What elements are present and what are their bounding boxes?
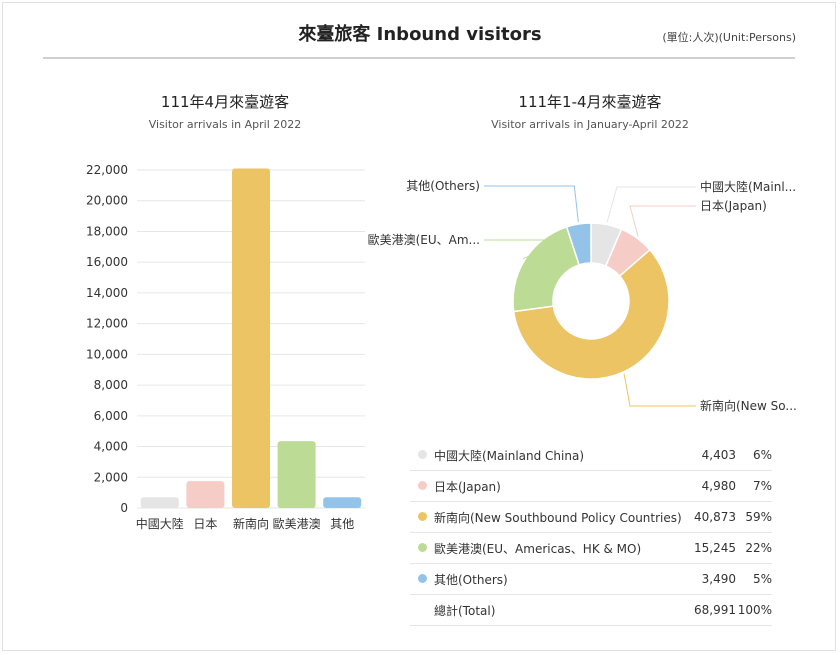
bar-chart-title: 111年4月來臺遊客 (160, 93, 290, 111)
legend-label: 新南向(New Southbound Policy Countries) (434, 501, 693, 533)
legend-dot-others (417, 574, 427, 583)
y-tick-label: 22,000 (86, 163, 128, 177)
legend-value: 3,490 (692, 563, 736, 595)
page-title: 來臺旅客 Inbound visitors (298, 24, 542, 45)
legend-row-eu[interactable]: 歐美港澳(EU、Americas、HK & MO) 15,245 22% (410, 532, 772, 564)
unit-note: (單位:人次)(Unit:Persons) (662, 31, 796, 44)
legend-value: 4,980 (692, 470, 736, 502)
bar[interactable] (323, 497, 362, 508)
pie-chart-subtitle: Visitor arrivals in January-April 2022 (491, 118, 689, 131)
donut-slice[interactable] (565, 222, 592, 266)
legend-row-southbound[interactable]: 新南向(New Southbound Policy Countries) 40,… (410, 501, 772, 533)
bar-chart: 0 2,000 4,000 6,000 8,000 10,000 12,000 14,000 1… (86, 163, 365, 531)
bar-chart-subtitle: Visitor arrivals in April 2022 (148, 118, 302, 131)
y-tick-label: 12,000 (86, 317, 128, 331)
bar[interactable] (277, 441, 316, 508)
legend-value: 4,403 (692, 440, 736, 471)
x-tick-label: 中國大陸 (136, 516, 184, 531)
legend-value: 40,873 (692, 501, 736, 533)
y-tick-label: 16,000 (86, 255, 128, 269)
y-tick-label: 2,000 (94, 470, 128, 484)
legend-label: 歐美港澳(EU、Americas、HK & MO) (434, 532, 693, 564)
legend-row-mainland[interactable]: 中國大陸(Mainland China) 4,403 6% (410, 440, 772, 471)
x-tick-label: 日本 (193, 517, 217, 531)
bar[interactable] (140, 497, 179, 508)
legend-table: 中國大陸(Mainland China) 4,403 6% 日本(Japan) … (410, 440, 772, 626)
slice-label: 日本(Japan) (700, 199, 767, 213)
legend-total-pct: 100% (736, 594, 772, 626)
legend-label: 中國大陸(Mainland China) (434, 440, 693, 471)
label-leader-line (606, 186, 696, 223)
pie-chart-title: 111年1-4月來臺遊客 (518, 93, 662, 111)
legend-total-value: 68,991 (692, 594, 736, 626)
legend-dot-southbound (417, 512, 427, 521)
legend-label: 其他(Others) (434, 563, 693, 595)
bar[interactable] (232, 168, 270, 509)
y-tick-label: 14,000 (86, 286, 128, 300)
x-tick-label: 其他 (330, 517, 354, 531)
legend-total-label: 總計(Total) (434, 594, 693, 626)
slice-label: 新南向(New So... (700, 398, 797, 413)
bar[interactable] (186, 481, 225, 508)
donut-slice[interactable] (512, 248, 670, 380)
y-tick-label: 10,000 (86, 347, 128, 361)
slice-label: 歐美港澳(EU、Am... (368, 232, 480, 247)
legend-dot-japan (417, 481, 427, 490)
legend-row-others[interactable]: 其他(Others) 3,490 5% (410, 563, 772, 595)
label-leader-line (484, 185, 579, 223)
legend-pct: 5% (736, 563, 772, 595)
slice-label: 中國大陸(Mainl... (700, 179, 796, 194)
legend-row-japan[interactable]: 日本(Japan) 4,980 7% (410, 470, 772, 502)
donut-chart: 中國大陸(Mainl... 日本(Japan) 新南向(New So... 歐美港澳(… (368, 179, 797, 413)
legend-pct: 7% (736, 470, 772, 502)
slice-label: 其他(Others) (406, 179, 480, 193)
title-divider (43, 57, 795, 59)
legend-row-total: 總計(Total) 68,991 100% (410, 594, 772, 626)
y-tick-label: 20,000 (86, 194, 128, 208)
legend-pct: 59% (736, 501, 772, 533)
y-tick-label: 0 (120, 501, 128, 515)
x-tick-label: 新南向 (233, 516, 269, 531)
legend-dot-eu (417, 543, 427, 552)
legend-label: 日本(Japan) (434, 470, 693, 502)
legend-pct: 22% (736, 532, 772, 564)
legend-value: 15,245 (692, 532, 736, 564)
legend-pct: 6% (736, 440, 772, 471)
x-tick-label: 歐美港澳 (273, 516, 321, 531)
label-leader-line (629, 205, 696, 237)
y-tick-label: 6,000 (94, 409, 128, 423)
y-tick-label: 8,000 (94, 378, 128, 392)
label-leader-line (623, 373, 696, 407)
y-tick-label: 4,000 (94, 440, 128, 454)
y-tick-label: 18,000 (86, 224, 128, 238)
label-leader-line (484, 239, 571, 260)
legend-dot-mainland (417, 450, 427, 459)
